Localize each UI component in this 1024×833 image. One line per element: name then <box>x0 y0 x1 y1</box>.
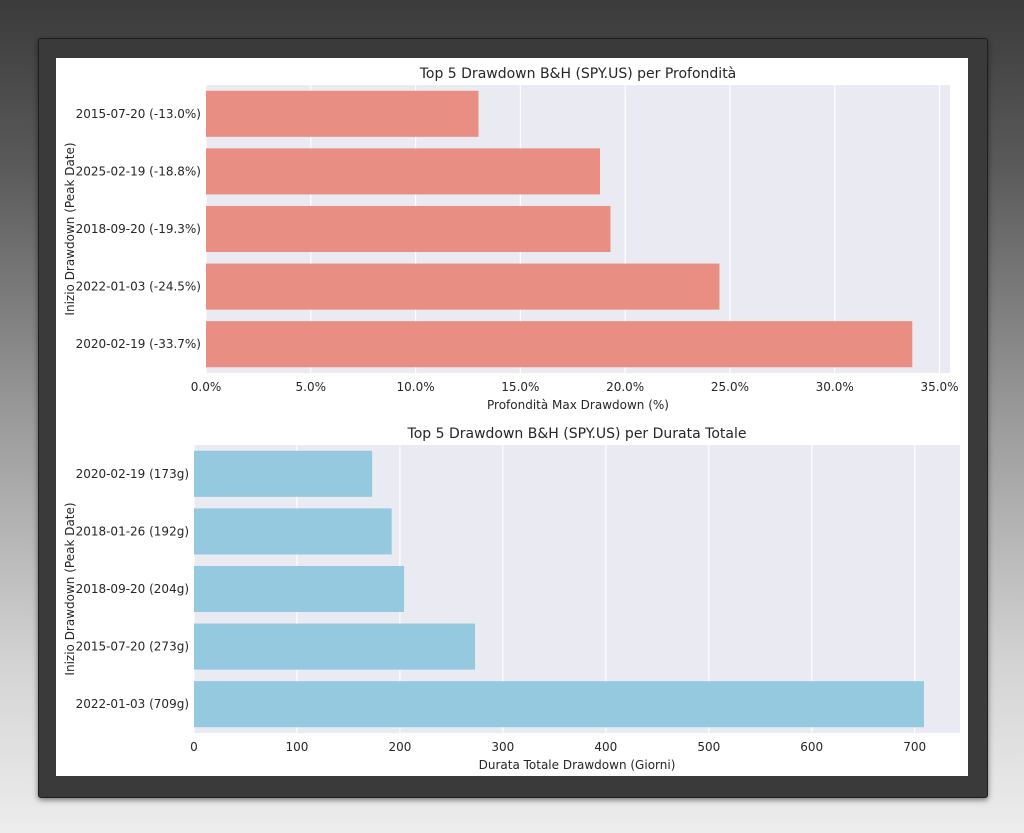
chart1-ytick-label: 2015-07-20 (-13.0%) <box>76 107 201 121</box>
chart1-xtick-label: 5.0% <box>296 380 327 394</box>
chart1-ytick-label: 2025-02-19 (-18.8%) <box>76 164 201 178</box>
chart1-xtick-label: 20.0% <box>606 380 644 394</box>
figure-svg: 0.0% 5.0% 10.0% 15.0% 20.0% 25.0% 30.0% 35.0% 20… <box>63 66 960 772</box>
chart2-bar <box>194 565 405 613</box>
figure-canvas: 0.0% 5.0% 10.0% 15.0% 20.0% 25.0% 30.0% 35.0% 20… <box>56 58 968 776</box>
chart1-bar <box>206 263 720 310</box>
chart2-bar <box>194 681 924 728</box>
chart1-ytick-label: 2020-02-19 (-33.7%) <box>76 337 201 351</box>
chart2-bar <box>194 623 476 670</box>
chart2-ytick-label: 2022-01-03 (709g) <box>76 697 189 711</box>
chart1-xtick-label: 0.0% <box>191 380 222 394</box>
chart2-xtick-label: 200 <box>388 740 411 754</box>
chart1-xtick-label: 25.0% <box>711 380 749 394</box>
chart2-x-axis-label: Durata Totale Drawdown (Giorni) <box>479 758 676 772</box>
chart2-xtick-label: 700 <box>903 740 926 754</box>
chart1-ytick-label: 2022-01-03 (-24.5%) <box>76 280 201 294</box>
chart2-xtick-label: 100 <box>286 740 309 754</box>
chart1-bar <box>206 148 601 195</box>
chart1-y-axis-label: Inizio Drawdown (Peak Date) <box>63 142 77 315</box>
chart1-xtick-label: 15.0% <box>501 380 539 394</box>
chart2-xtick-label: 300 <box>491 740 514 754</box>
chart2-xtick-label: 500 <box>697 740 720 754</box>
chart1-bar <box>206 90 479 137</box>
chart2-ytick-label: 2020-02-19 (173g) <box>76 467 189 481</box>
chart2-y-axis-label: Inizio Drawdown (Peak Date) <box>63 502 77 675</box>
chart1-x-axis-label: Profondità Max Drawdown (%) <box>487 398 669 412</box>
chart1-title: Top 5 Drawdown B&H (SPY.US) per Profondi… <box>419 66 737 82</box>
chart1-xtick-label: 30.0% <box>816 380 854 394</box>
chart1-bar <box>206 321 913 368</box>
chart1-xtick-label: 35.0% <box>920 380 958 394</box>
chart1-ytick-label: 2018-09-20 (-19.3%) <box>76 222 201 236</box>
chart2-bar <box>194 508 392 555</box>
chart2-ytick-label: 2018-01-26 (192g) <box>76 524 189 538</box>
chart1-xtick-label: 10.0% <box>397 380 435 394</box>
chart2-bar <box>194 450 373 497</box>
chart2-title: Top 5 Drawdown B&H (SPY.US) per Durata T… <box>407 426 747 442</box>
chart1-bar <box>206 205 611 253</box>
chart2-ytick-label: 2018-09-20 (204g) <box>76 582 189 596</box>
chart2-ytick-label: 2015-07-20 (273g) <box>76 640 189 654</box>
chart2-xtick-label: 0 <box>190 740 198 754</box>
chart2-xtick-label: 600 <box>800 740 823 754</box>
chart2-xtick-label: 400 <box>594 740 617 754</box>
